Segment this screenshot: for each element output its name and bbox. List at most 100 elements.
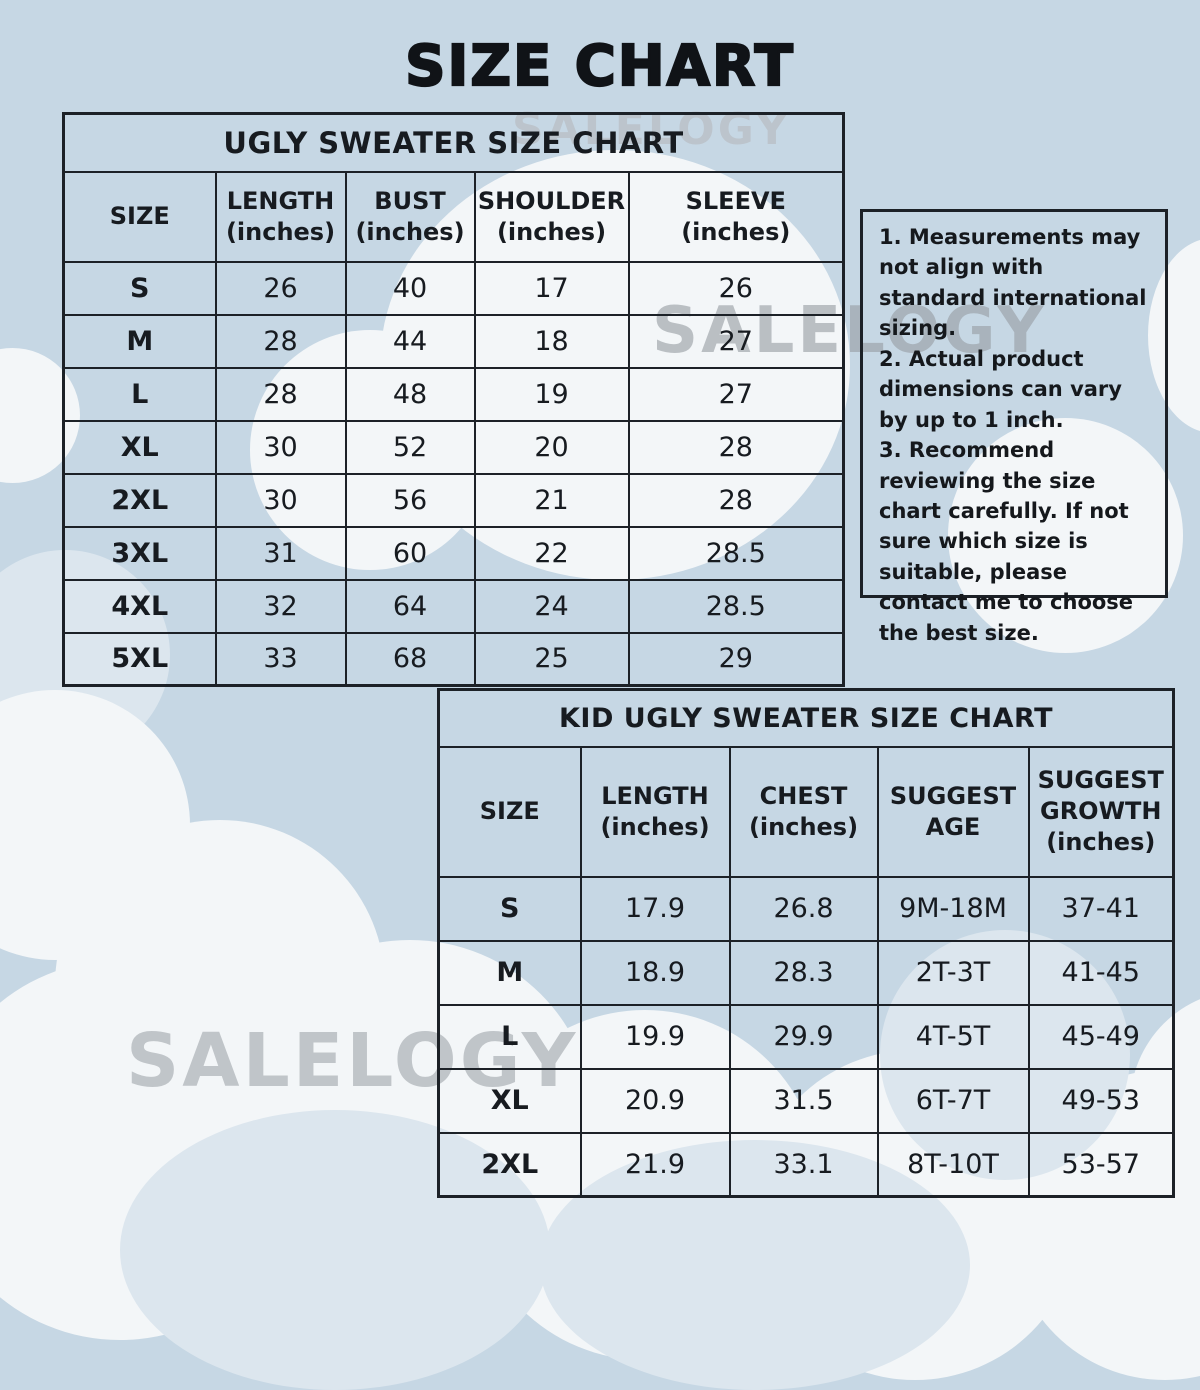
table-row: L 28 48 19 27: [62, 366, 845, 422]
table-cell: 17.9: [579, 875, 731, 942]
column-header-sleeve: SLEEVE (inches): [627, 170, 845, 263]
table-cell: 45-49: [1027, 1003, 1175, 1070]
table-cell: 25: [473, 631, 630, 687]
table-cell: 27: [627, 366, 845, 422]
table-cell: 40: [344, 260, 476, 316]
table-cell: 28.5: [627, 525, 845, 581]
adult-table-header-row: SIZE LENGTH (inches) BUST (inches) SHOULDE…: [62, 170, 845, 263]
column-header-length: LENGTH (inches): [579, 745, 731, 878]
table-cell: 60: [344, 525, 476, 581]
column-header-label: LENGTH: [226, 186, 335, 215]
table-cell: 19: [473, 366, 630, 422]
table-row: L 19.9 29.9 4T-5T 45-49: [437, 1003, 1175, 1070]
table-cell: 37-41: [1027, 875, 1175, 942]
table-cell: 28.5: [627, 578, 845, 634]
table-cell: 18.9: [579, 939, 731, 1006]
table-cell: 21.9: [579, 1131, 731, 1198]
column-header-suggest-age: SUGGEST AGE: [876, 745, 1030, 878]
size-label: 2XL: [62, 472, 217, 528]
table-cell: 28: [627, 419, 845, 475]
column-header-unit: (inches): [681, 217, 791, 246]
column-header-bust: BUST (inches): [344, 170, 476, 263]
table-cell: 64: [344, 578, 476, 634]
column-header-label: SLEEVE: [685, 186, 786, 215]
adult-table-title-row: UGLY SWEATER SIZE CHART: [62, 112, 845, 173]
size-label: L: [62, 366, 217, 422]
table-cell: 53-57: [1027, 1131, 1175, 1198]
table-cell: 4T-5T: [876, 1003, 1030, 1070]
table-row: 4XL 32 64 24 28.5: [62, 578, 845, 634]
table-row: XL 20.9 31.5 6T-7T 49-53: [437, 1067, 1175, 1134]
column-header-unit: (inches): [748, 812, 859, 841]
table-cell: 27: [627, 313, 845, 369]
kid-table-title-row: KID UGLY SWEATER SIZE CHART: [437, 688, 1175, 748]
table-cell: 31.5: [728, 1067, 879, 1134]
column-header-unit: (inches): [355, 217, 465, 246]
table-cell: 29.9: [728, 1003, 879, 1070]
table-cell: 28: [214, 366, 347, 422]
table-cell: 68: [344, 631, 476, 687]
size-label: L: [437, 1003, 582, 1070]
table-row: S 17.9 26.8 9M-18M 37-41: [437, 875, 1175, 942]
table-cell: 19.9: [579, 1003, 731, 1070]
table-cell: 56: [344, 472, 476, 528]
table-row: 2XL 30 56 21 28: [62, 472, 845, 528]
cloud-shape: [948, 418, 1183, 653]
table-cell: 22: [473, 525, 630, 581]
kid-table-title: KID UGLY SWEATER SIZE CHART: [437, 688, 1175, 748]
table-row: 2XL 21.9 33.1 8T-10T 53-57: [437, 1131, 1175, 1198]
column-header-label: SUGGEST GROWTH: [1037, 766, 1164, 826]
size-label: M: [62, 313, 217, 369]
table-cell: 24: [473, 578, 630, 634]
column-header-label: SUGGEST AGE: [889, 781, 1017, 841]
sizing-notes-box: 1. Measurements may not align with stand…: [860, 209, 1168, 645]
size-label: S: [62, 260, 217, 316]
table-row: M 28 44 18 27: [62, 313, 845, 369]
column-header-label: BUST: [374, 186, 446, 215]
table-row: 3XL 31 60 22 28.5: [62, 525, 845, 581]
table-cell: 26: [627, 260, 845, 316]
note-item: 1. Measurements may not align with stand…: [879, 225, 1147, 341]
column-header-label: SHOULDER: [477, 186, 626, 215]
table-cell: 28.3: [728, 939, 879, 1006]
table-cell: 49-53: [1027, 1067, 1175, 1134]
size-label: 2XL: [437, 1131, 582, 1198]
column-header-shoulder: SHOULDER (inches): [473, 170, 630, 263]
table-cell: 18: [473, 313, 630, 369]
table-cell: 28: [627, 472, 845, 528]
adult-table-title: UGLY SWEATER SIZE CHART: [62, 112, 845, 173]
table-cell: 2T-3T: [876, 939, 1030, 1006]
column-header-unit: (inches): [496, 217, 607, 246]
table-cell: 32: [214, 578, 347, 634]
column-header-unit: (inches): [225, 217, 336, 246]
table-cell: 8T-10T: [876, 1131, 1030, 1198]
page-title: SIZE CHART: [404, 33, 795, 100]
column-header-label: SIZE: [109, 202, 170, 231]
column-header-label: LENGTH: [601, 781, 709, 810]
column-header-label: CHEST: [759, 781, 848, 810]
table-cell: 26: [214, 260, 347, 316]
column-header-chest: CHEST (inches): [728, 745, 879, 878]
table-row: 5XL 33 68 25 29: [62, 631, 845, 687]
column-header-label: SIZE: [479, 797, 540, 826]
size-label: XL: [62, 419, 217, 475]
table-cell: 31: [214, 525, 347, 581]
table-cell: 44: [344, 313, 476, 369]
size-label: S: [437, 875, 582, 942]
table-cell: 30: [214, 419, 347, 475]
table-cell: 20.9: [579, 1067, 731, 1134]
note-item: 2. Actual product dimensions can vary by…: [879, 346, 1122, 432]
column-header-unit: (inches): [600, 812, 710, 841]
table-row: M 18.9 28.3 2T-3T 41-45: [437, 939, 1175, 1006]
table-cell: 9M-18M: [876, 875, 1030, 942]
table-cell: 6T-7T: [876, 1067, 1030, 1134]
table-cell: 28: [214, 313, 347, 369]
table-cell: 30: [214, 472, 347, 528]
table-cell: 52: [344, 419, 476, 475]
column-header-size: SIZE: [62, 170, 217, 263]
table-cell: 33: [214, 631, 347, 687]
size-label: XL: [437, 1067, 582, 1134]
size-label: 4XL: [62, 578, 217, 634]
kid-size-table: KID UGLY SWEATER SIZE CHART SIZE LENGTH(…: [437, 688, 1176, 1198]
table-cell: 20: [473, 419, 630, 475]
